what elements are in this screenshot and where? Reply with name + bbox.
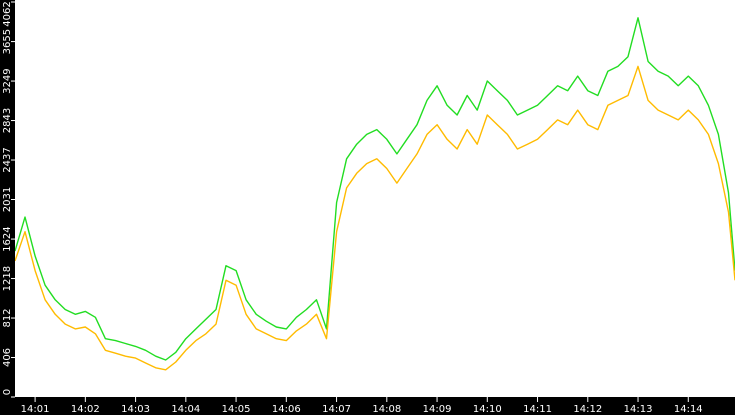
x-tick-label: 14:01	[21, 404, 50, 415]
x-tick-label: 14:08	[372, 404, 401, 415]
x-tick-label: 14:06	[272, 404, 301, 415]
x-tick-label: 14:03	[121, 404, 150, 415]
y-tick-label: 2437	[2, 147, 13, 172]
x-tick-label: 14:14	[674, 404, 703, 415]
y-tick-label: 2031	[2, 187, 13, 212]
x-tick-label: 14:02	[71, 404, 100, 415]
y-axis-ticks: 0 406 812 1218 1624 2031 2437 2843 3249 3655 4062	[2, 1, 15, 398]
x-axis-ticks: 14:01 14:02 14:03 14:04 14:05 14:06 14:07 14:08…	[21, 397, 703, 415]
y-tick-label: 4062	[2, 1, 13, 26]
x-tick-label: 14:10	[473, 404, 502, 415]
y-tick-label: 1624	[2, 226, 13, 251]
y-tick-label: 1218	[2, 266, 13, 291]
series-layer	[14, 17, 735, 371]
y-axis-band	[0, 0, 15, 415]
x-tick-label: 14:04	[171, 404, 200, 415]
x-tick-label: 14:13	[624, 404, 653, 415]
x-tick-label: 14:07	[322, 404, 351, 415]
y-tick-label: 0	[2, 389, 13, 395]
y-tick-label: 812	[2, 308, 13, 327]
x-tick-label: 14:05	[222, 404, 251, 415]
series-line-1	[14, 17, 735, 361]
series-line-2	[14, 65, 735, 371]
x-tick-label: 14:11	[523, 404, 552, 415]
y-tick-label: 2843	[2, 108, 13, 133]
x-tick-label: 14:09	[423, 404, 452, 415]
y-tick-label: 3655	[2, 29, 13, 54]
x-axis-band	[0, 397, 735, 415]
y-tick-label: 406	[2, 348, 13, 367]
x-tick-label: 14:12	[573, 404, 602, 415]
y-tick-label: 3249	[2, 68, 13, 93]
